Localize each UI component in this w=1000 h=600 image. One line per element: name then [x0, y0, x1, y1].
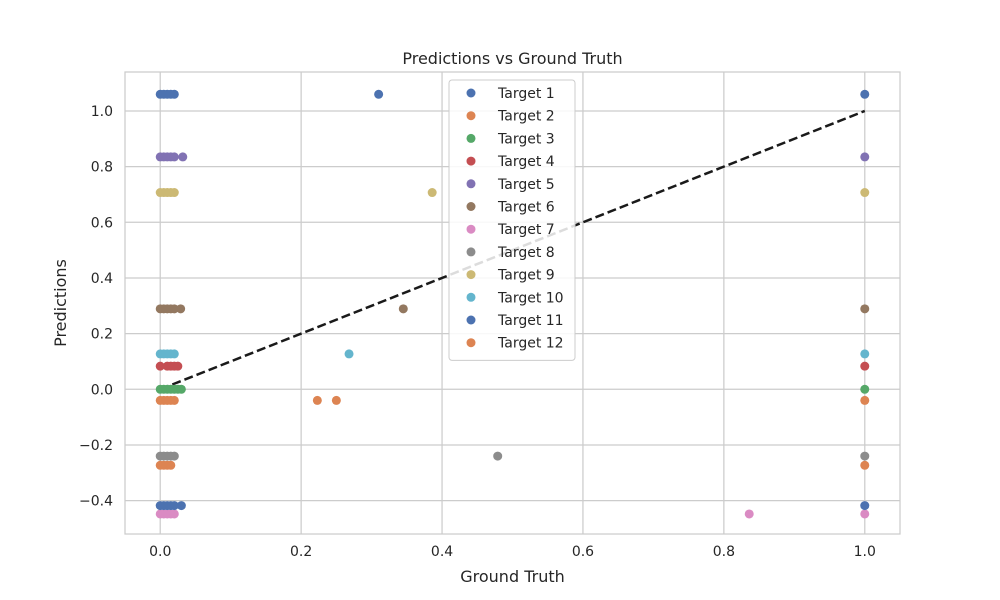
- legend-label: Target 3: [497, 131, 555, 147]
- legend-marker: [466, 179, 476, 189]
- legend-marker: [466, 247, 476, 257]
- x-tick-label: 0.6: [572, 544, 594, 560]
- y-tick-label: −0.2: [79, 438, 113, 454]
- data-point: [169, 395, 179, 405]
- data-point: [860, 460, 870, 470]
- data-point: [860, 501, 870, 511]
- data-point: [155, 361, 165, 371]
- x-tick-label: 0.8: [713, 544, 735, 560]
- legend-label: Target 11: [497, 313, 564, 329]
- data-point: [312, 395, 322, 405]
- y-tick-label: 0.6: [91, 215, 113, 231]
- data-point: [169, 304, 179, 314]
- legend: Target 1 Target 2 Target 3 Target 4 Target 5…: [448, 79, 576, 361]
- data-point: [176, 384, 186, 394]
- data-point: [493, 451, 503, 461]
- x-tick-label: 0.4: [431, 544, 453, 560]
- data-point: [744, 509, 754, 519]
- data-point: [860, 509, 870, 519]
- legend-label: Target 7: [497, 222, 555, 238]
- tick-labels: 0.0 0.2 0.4 0.6 0.8 1.0 −0.4 −0.2 0.0 0.2 0.4 0.6 0.…: [79, 104, 876, 560]
- legend-marker: [466, 292, 476, 302]
- plot-frame: [124, 71, 901, 535]
- data-point: [169, 451, 179, 461]
- data-point: [344, 349, 354, 359]
- y-tick-label: 0.8: [91, 160, 113, 176]
- legend-label: Target 4: [497, 154, 555, 170]
- data-point: [331, 395, 341, 405]
- x-tick-label: 0.0: [149, 544, 171, 560]
- data-point: [860, 395, 870, 405]
- data-point: [169, 349, 179, 359]
- x-axis-label: Ground Truth: [460, 567, 565, 586]
- data-point: [169, 152, 179, 162]
- series-4: [155, 361, 870, 371]
- y-tick-label: 0.0: [91, 382, 113, 398]
- data-point: [169, 501, 179, 511]
- y-tick-label: 0.2: [91, 327, 113, 343]
- data-point: [860, 152, 870, 162]
- legend-label: Target 10: [497, 290, 564, 306]
- data-point: [860, 188, 870, 198]
- legend-marker: [466, 315, 476, 325]
- legend-label: Target 9: [497, 268, 555, 284]
- x-tick-label: 0.2: [290, 544, 312, 560]
- data-point: [178, 152, 188, 162]
- data-point: [860, 361, 870, 371]
- data-point: [398, 304, 408, 314]
- series-8: [155, 451, 870, 461]
- legend-marker: [466, 156, 476, 166]
- series-10: [155, 349, 870, 359]
- series-3: [155, 384, 870, 394]
- legend-label: Target 2: [497, 109, 555, 125]
- data-point: [176, 304, 186, 314]
- legend-label: Target 12: [497, 336, 564, 352]
- data-point: [173, 361, 183, 371]
- series-6: [155, 304, 870, 314]
- data-point: [169, 509, 179, 519]
- legend-marker: [466, 133, 476, 143]
- series-1: [155, 89, 870, 99]
- series-12: [155, 395, 870, 405]
- data-point: [860, 451, 870, 461]
- data-point: [427, 188, 437, 198]
- data-point: [860, 304, 870, 314]
- legend-marker: [466, 88, 476, 98]
- data-point: [169, 89, 179, 99]
- data-point: [860, 89, 870, 99]
- legend-label: Target 1: [497, 86, 555, 102]
- x-tick-label: 1.0: [854, 544, 876, 560]
- legend-marker: [466, 202, 476, 211]
- data-point: [169, 188, 179, 198]
- data-point: [374, 89, 384, 99]
- series-5: [155, 152, 870, 162]
- series-2: [155, 460, 870, 470]
- series-7: [155, 509, 870, 519]
- y-tick-label: −0.4: [79, 494, 113, 510]
- series-11: [155, 501, 870, 511]
- chart-title: Predictions vs Ground Truth: [402, 49, 622, 68]
- data-point: [166, 460, 176, 470]
- data-points: [155, 89, 870, 519]
- data-point: [176, 501, 186, 511]
- y-tick-label: 1.0: [91, 104, 113, 120]
- legend-marker: [466, 111, 476, 121]
- y-tick-label: 0.4: [91, 271, 113, 287]
- legend-marker: [466, 270, 476, 280]
- legend-label: Target 6: [497, 200, 555, 216]
- series-9: [155, 188, 870, 198]
- legend-box: [448, 79, 576, 361]
- legend-marker: [466, 338, 476, 348]
- legend-label: Target 8: [497, 245, 555, 261]
- legend-label: Target 5: [497, 177, 555, 193]
- data-point: [860, 349, 870, 359]
- y-axis-label: Predictions: [51, 259, 70, 347]
- data-point: [860, 384, 870, 394]
- legend-marker: [466, 224, 476, 234]
